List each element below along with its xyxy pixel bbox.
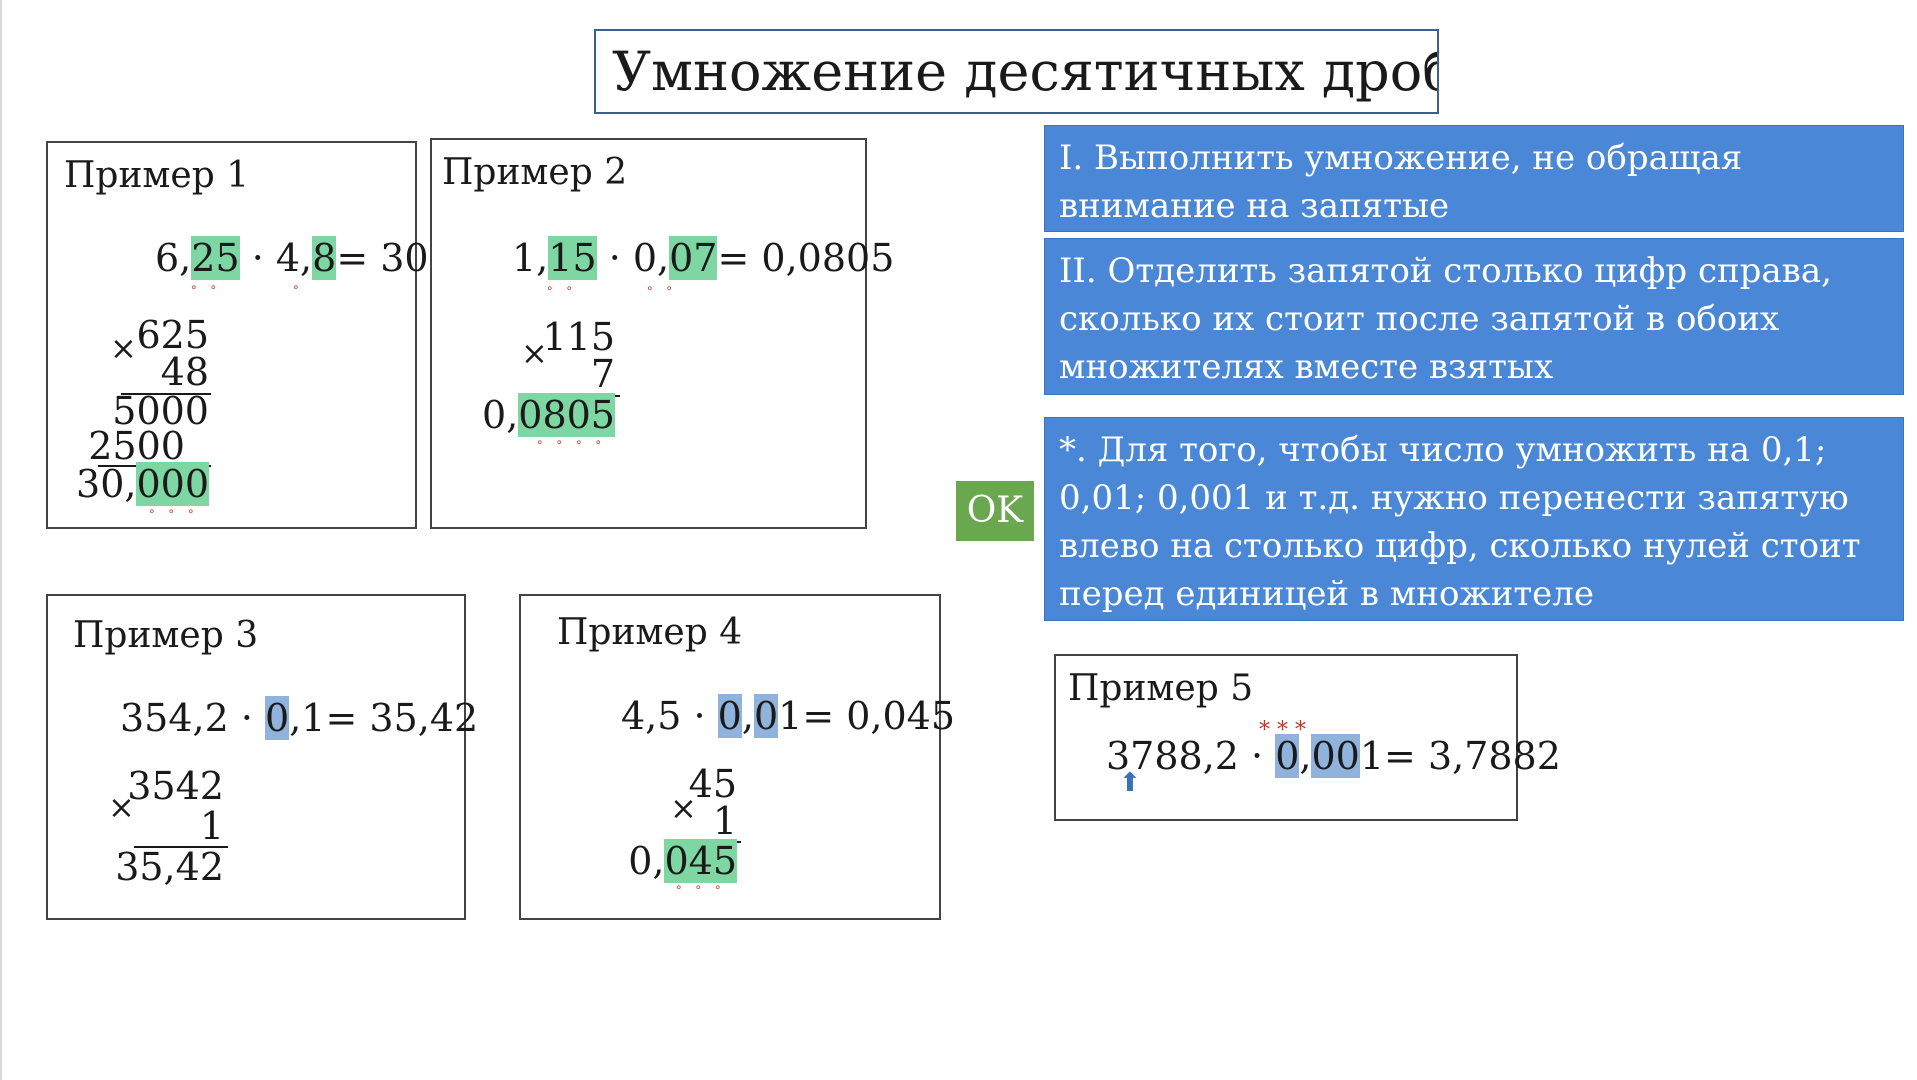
multiply-icon: × bbox=[521, 334, 548, 372]
multiply-icon: × bbox=[670, 789, 697, 827]
column-bar bbox=[134, 846, 228, 848]
example-3-expression: 354,2 · 0,1= 35,42 bbox=[120, 696, 479, 740]
example-5-expression: 3788,2 · 0,001= 3,7882 bbox=[1106, 734, 1561, 778]
highlight-digits: 15 bbox=[548, 236, 597, 280]
highlight-zero: 0 bbox=[1275, 734, 1300, 778]
column-top: 115 bbox=[542, 315, 615, 359]
column-top: 3542 bbox=[127, 764, 224, 808]
slide-edge bbox=[0, 0, 2, 1080]
example-2-title: Пример 2 bbox=[442, 152, 628, 193]
decimal-marks: ∘∘ bbox=[546, 281, 586, 295]
highlight-digits: 0805 bbox=[518, 393, 615, 437]
decimal-marks: ∘∘∘ bbox=[148, 504, 207, 518]
example-2-expression: 1,15 · 0,07= 0,0805 bbox=[512, 236, 895, 280]
example-5: Пример 5 * * * 3788,2 · 0,001= 3,7882 ⬆ bbox=[1054, 654, 1561, 821]
column-top: 45 bbox=[688, 762, 737, 806]
column-result: 30,000 bbox=[76, 462, 209, 506]
example-3-title: Пример 3 bbox=[73, 615, 259, 656]
rule-1: I. Выполнить умножение, не обращая внима… bbox=[1044, 125, 1904, 232]
highlight-zero: 0 bbox=[717, 694, 742, 738]
column-top: 625 bbox=[136, 313, 209, 357]
highlight-digits: 045 bbox=[664, 839, 737, 883]
example-3: Пример 3 354,2 · 0,1= 35,42 × 3542 1 35,… bbox=[46, 594, 478, 920]
decimal-marks: ∘∘∘∘ bbox=[536, 435, 615, 449]
partial-product-1: 5000 bbox=[112, 389, 209, 433]
multiply-icon: × bbox=[110, 329, 137, 367]
column-multiplier: 48 bbox=[160, 350, 209, 394]
ok-button[interactable]: OK bbox=[956, 481, 1034, 541]
slide-title: Умножение десятичных дробей bbox=[594, 29, 1439, 114]
example-4: Пример 4 4,5 · 0,01= 0,045 × 45 1 0,045 … bbox=[519, 594, 955, 920]
example-5-title: Пример 5 bbox=[1068, 668, 1254, 709]
highlight-digits: 8 bbox=[312, 236, 337, 280]
decimal-marks: ∘∘ bbox=[190, 280, 230, 294]
decimal-marks: ∘∘ bbox=[646, 281, 686, 295]
highlight-digits: 07 bbox=[669, 236, 718, 280]
column-result: 0,0805 bbox=[482, 393, 615, 437]
rule-3: *. Для того, чтобы число умножить на 0,1… bbox=[1044, 417, 1904, 621]
highlight-digits: 25 bbox=[191, 236, 240, 280]
column-result: 0,045 bbox=[628, 839, 737, 883]
rule-2: II. Отделить запятой столько цифр справа… bbox=[1044, 238, 1904, 395]
example-4-expression: 4,5 · 0,01= 0,045 bbox=[621, 694, 956, 738]
multiply-icon: × bbox=[108, 788, 135, 826]
highlight-zero: 00 bbox=[1311, 734, 1360, 778]
column-result: 35,42 bbox=[115, 845, 224, 889]
highlight-zero: 0 bbox=[753, 694, 779, 738]
example-4-title: Пример 4 bbox=[557, 612, 743, 653]
column-bar bbox=[121, 393, 211, 395]
column-multiplier: 1 bbox=[199, 804, 224, 848]
arrow-up-icon: ⬆ bbox=[1119, 768, 1141, 798]
decimal-marks: ∘ bbox=[292, 280, 312, 294]
column-multiplier: 1 bbox=[712, 799, 737, 843]
decimal-marks: ∘∘∘ bbox=[675, 880, 734, 894]
example-1-expression: 6,25 · 4,8= 30 bbox=[155, 236, 429, 280]
example-1-title: Пример 1 bbox=[64, 155, 250, 196]
highlight-zero: 0 bbox=[265, 696, 290, 740]
example-2: Пример 2 1,15 · 0,07= 0,0805 ∘∘ ∘∘ × 115… bbox=[430, 138, 894, 529]
highlight-digits: 000 bbox=[136, 462, 209, 506]
column-multiplier: 7 bbox=[590, 352, 615, 396]
partial-product-2: 2500 bbox=[88, 424, 185, 468]
example-1: Пример 1 6,25 · 4,8= 30 ∘∘ ∘ × 625 48 50… bbox=[46, 141, 429, 529]
